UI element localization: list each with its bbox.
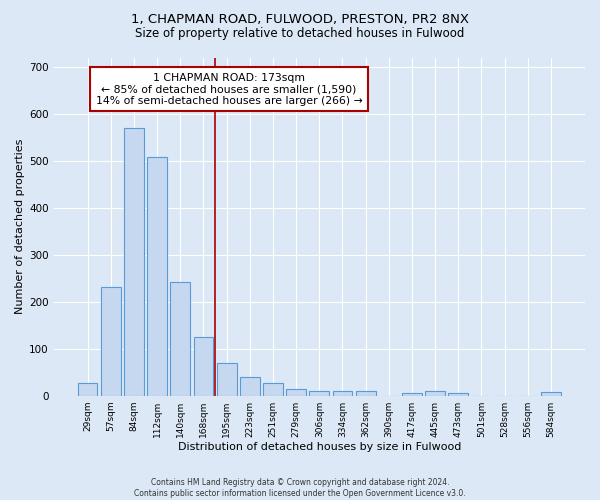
Text: Contains HM Land Registry data © Crown copyright and database right 2024.
Contai: Contains HM Land Registry data © Crown c… [134,478,466,498]
Bar [541,392,561,396]
Bar [194,337,214,396]
Text: 1, CHAPMAN ROAD, FULWOOD, PRESTON, PR2 8NX: 1, CHAPMAN ROAD, FULWOOD, PRESTON, PR2 8… [131,12,469,26]
Bar [286,389,306,396]
Bar [217,363,236,396]
Bar [124,128,144,396]
Bar [310,391,329,396]
Bar [148,157,167,396]
Bar [170,282,190,396]
Y-axis label: Number of detached properties: Number of detached properties [15,139,25,314]
Bar [356,391,376,396]
Bar [448,394,468,396]
Bar [425,391,445,396]
X-axis label: Distribution of detached houses by size in Fulwood: Distribution of detached houses by size … [178,442,461,452]
Bar [263,383,283,396]
Bar [78,382,97,396]
Text: 1 CHAPMAN ROAD: 173sqm
← 85% of detached houses are smaller (1,590)
14% of semi-: 1 CHAPMAN ROAD: 173sqm ← 85% of detached… [95,72,362,106]
Bar [101,286,121,396]
Bar [402,394,422,396]
Bar [240,377,260,396]
Bar [332,391,352,396]
Text: Size of property relative to detached houses in Fulwood: Size of property relative to detached ho… [136,28,464,40]
